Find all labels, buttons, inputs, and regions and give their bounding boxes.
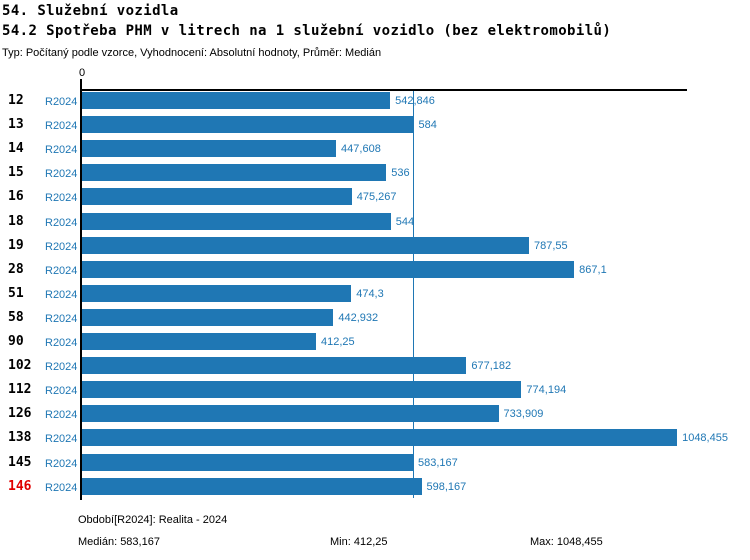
row-category-label: 102 xyxy=(8,358,32,374)
row-category-label: 16 xyxy=(8,189,24,205)
chart-row: 12 R2024 542,846 xyxy=(0,91,750,115)
row-series-label: R2024 xyxy=(45,385,78,398)
chart-title: 54.2 Spotřeba PHM v litrech na 1 služebn… xyxy=(2,23,612,39)
bar-value-label: 412,25 xyxy=(320,336,355,348)
row-series-label: R2024 xyxy=(45,120,78,133)
row-category-label: 14 xyxy=(8,141,24,157)
footer-median-stat: Medián: 583,167 xyxy=(78,536,160,548)
row-category-label: 19 xyxy=(8,237,24,253)
bar-value-label: 787,55 xyxy=(534,239,568,252)
chart-row: 145 R2024 583,167 xyxy=(0,453,750,477)
bar xyxy=(82,333,316,350)
chart-top-border xyxy=(80,89,687,91)
chart-row: 102 R2024 677,182 xyxy=(0,356,750,380)
page-title: 54. Služební vozidla xyxy=(2,3,179,19)
row-category-label: 51 xyxy=(8,285,24,301)
bar-value-label: 733,909 xyxy=(503,408,544,421)
row-series-label: R2024 xyxy=(45,457,78,470)
bar-value-label: 584 xyxy=(418,119,437,132)
bar-value-label: 542,846 xyxy=(395,95,435,107)
bar-value-label: 475,267 xyxy=(356,191,397,204)
row-category-label: 13 xyxy=(8,117,24,133)
chart-row: 16 R2024 475,267 xyxy=(0,187,750,211)
chart-row: 126 R2024 733,909 xyxy=(0,404,750,428)
row-series-label: R2024 xyxy=(45,433,78,446)
bar-value-label: 442,932 xyxy=(338,311,379,324)
y-axis-line xyxy=(80,79,82,500)
row-series-label: R2024 xyxy=(45,216,78,229)
chart-row: 14 R2024 447,608 xyxy=(0,139,750,163)
bar xyxy=(82,92,391,109)
bar xyxy=(82,284,352,302)
bar-value-label: 774,194 xyxy=(526,384,567,397)
row-series-label: R2024 xyxy=(45,96,78,108)
chart-row: 19 R2024 787,55 xyxy=(0,236,750,260)
row-series-label: R2024 xyxy=(45,192,78,205)
row-series-label: R2024 xyxy=(45,361,78,374)
chart-row: 18 R2024 544 xyxy=(0,212,750,236)
row-series-label: R2024 xyxy=(45,481,78,494)
row-category-label: 58 xyxy=(8,309,24,325)
row-category-label: 15 xyxy=(8,165,24,181)
row-series-label: R2024 xyxy=(45,144,78,157)
axis-zero-tick-label: 0 xyxy=(78,67,86,79)
bar-value-label: 867,1 xyxy=(579,263,607,276)
row-category-label: 138 xyxy=(8,430,32,446)
chart-row: 13 R2024 584 xyxy=(0,115,750,139)
bar-value-label: 544 xyxy=(395,215,415,228)
bar-value-label: 1048,455 xyxy=(682,432,728,445)
row-series-label: R2024 xyxy=(45,337,78,349)
chart-row: 138 R2024 1048,455 xyxy=(0,428,750,452)
bar-value-label: 447,608 xyxy=(341,143,381,156)
bar-value-label: 583,167 xyxy=(418,456,458,469)
row-series-label: R2024 xyxy=(45,240,78,253)
chart-rows: 12 R2024 542,846 13 R2024 584 14 R2024 447,608 15… xyxy=(0,91,750,503)
bar xyxy=(82,453,413,471)
bar-value-label: 536 xyxy=(391,167,410,180)
median-reference-line xyxy=(413,91,414,498)
bar xyxy=(82,164,387,182)
chart-row: 58 R2024 442,932 xyxy=(0,308,750,332)
bar xyxy=(82,357,467,375)
row-series-label: R2024 xyxy=(45,288,78,301)
footer-period-label: Období[R2024]: Realita - 2024 xyxy=(78,514,228,526)
chart-row: 51 R2024 474,3 xyxy=(0,284,750,308)
footer-max-stat: Max: 1048,455 xyxy=(530,536,603,548)
bar xyxy=(82,188,352,206)
bar xyxy=(82,381,522,399)
chart-row: 15 R2024 536 xyxy=(0,163,750,187)
row-category-label: 146 xyxy=(8,478,32,494)
bar xyxy=(82,236,529,254)
chart-row: 146 R2024 598,167 xyxy=(0,477,750,501)
bar-value-label: 598,167 xyxy=(426,480,467,493)
row-category-label: 12 xyxy=(8,93,24,108)
row-series-label: R2024 xyxy=(45,409,78,422)
row-category-label: 90 xyxy=(8,334,24,349)
bar-value-label: 677,182 xyxy=(471,360,512,373)
row-category-label: 126 xyxy=(8,406,32,422)
bar xyxy=(82,429,678,447)
row-category-label: 112 xyxy=(8,382,32,398)
row-category-label: 28 xyxy=(8,261,24,277)
row-series-label: R2024 xyxy=(45,168,78,181)
row-series-label: R2024 xyxy=(45,312,78,325)
bar xyxy=(82,405,499,423)
bar xyxy=(82,116,414,134)
footer-min-stat: Min: 412,25 xyxy=(330,536,388,548)
bar xyxy=(82,477,422,495)
chart-meta-info: Typ: Počítaný podle vzorce, Vyhodnocení:… xyxy=(2,47,382,59)
bar xyxy=(82,212,391,230)
chart-row: 112 R2024 774,194 xyxy=(0,380,750,404)
bar xyxy=(82,260,575,278)
row-category-label: 18 xyxy=(8,213,24,229)
bar-value-label: 474,3 xyxy=(356,287,384,300)
chart-row: 90 R2024 412,25 xyxy=(0,332,750,356)
row-category-label: 145 xyxy=(8,454,32,470)
row-series-label: R2024 xyxy=(45,264,78,277)
chart-row: 28 R2024 867,1 xyxy=(0,260,750,284)
bar xyxy=(82,140,337,158)
bar xyxy=(82,308,334,326)
